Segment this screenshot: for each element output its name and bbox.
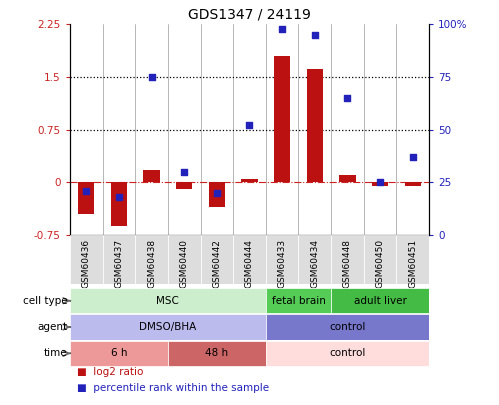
Bar xyxy=(266,314,429,340)
Text: GSM60440: GSM60440 xyxy=(180,239,189,288)
Text: adult liver: adult liver xyxy=(354,296,407,306)
Point xyxy=(376,179,384,185)
Bar xyxy=(331,288,429,313)
Text: GSM60442: GSM60442 xyxy=(213,239,222,288)
Bar xyxy=(307,68,323,182)
Bar xyxy=(209,182,225,207)
Text: GSM60434: GSM60434 xyxy=(310,239,319,288)
Text: ■  percentile rank within the sample: ■ percentile rank within the sample xyxy=(77,383,269,393)
Text: GSM60433: GSM60433 xyxy=(277,239,286,288)
Text: GSM60448: GSM60448 xyxy=(343,239,352,288)
Point xyxy=(246,122,253,129)
Point xyxy=(409,154,417,160)
Bar xyxy=(242,179,257,182)
Text: GSM60437: GSM60437 xyxy=(114,239,123,288)
Point xyxy=(213,190,221,196)
Bar xyxy=(266,288,331,313)
Text: GSM60444: GSM60444 xyxy=(245,239,254,288)
Bar xyxy=(102,235,135,284)
Point xyxy=(278,25,286,32)
Text: cell type: cell type xyxy=(23,296,67,306)
Bar xyxy=(405,182,421,186)
Bar xyxy=(372,182,388,186)
Text: agent: agent xyxy=(37,322,67,332)
Text: fetal brain: fetal brain xyxy=(271,296,325,306)
Bar xyxy=(364,235,397,284)
Bar xyxy=(176,182,192,189)
Text: control: control xyxy=(329,322,366,332)
Bar xyxy=(168,341,266,366)
Bar xyxy=(266,341,429,366)
Text: control: control xyxy=(329,348,366,358)
Bar xyxy=(397,235,429,284)
Bar xyxy=(70,288,266,313)
Bar xyxy=(233,235,266,284)
Text: GSM60438: GSM60438 xyxy=(147,239,156,288)
Bar xyxy=(331,235,364,284)
Bar xyxy=(111,182,127,226)
Text: 6 h: 6 h xyxy=(111,348,127,358)
Point xyxy=(180,168,188,175)
Bar xyxy=(70,341,168,366)
Bar xyxy=(143,170,160,182)
Bar xyxy=(298,235,331,284)
Point xyxy=(148,74,156,80)
Bar xyxy=(135,235,168,284)
Text: GSM60436: GSM60436 xyxy=(82,239,91,288)
Bar xyxy=(339,175,356,182)
Text: ■  log2 ratio: ■ log2 ratio xyxy=(77,367,144,377)
Title: GDS1347 / 24119: GDS1347 / 24119 xyxy=(188,8,311,22)
Bar xyxy=(70,235,102,284)
Bar xyxy=(78,182,94,214)
Text: 48 h: 48 h xyxy=(205,348,229,358)
Point xyxy=(311,32,319,38)
Bar xyxy=(168,235,201,284)
Text: time: time xyxy=(44,348,67,358)
Bar xyxy=(274,56,290,182)
Text: GSM60450: GSM60450 xyxy=(376,239,385,288)
Text: GSM60451: GSM60451 xyxy=(408,239,417,288)
Point xyxy=(343,95,351,101)
Bar xyxy=(201,235,233,284)
Bar xyxy=(266,235,298,284)
Text: MSC: MSC xyxy=(156,296,179,306)
Point xyxy=(115,194,123,200)
Point xyxy=(82,188,90,194)
Text: DMSO/BHA: DMSO/BHA xyxy=(139,322,197,332)
Bar xyxy=(70,314,266,340)
